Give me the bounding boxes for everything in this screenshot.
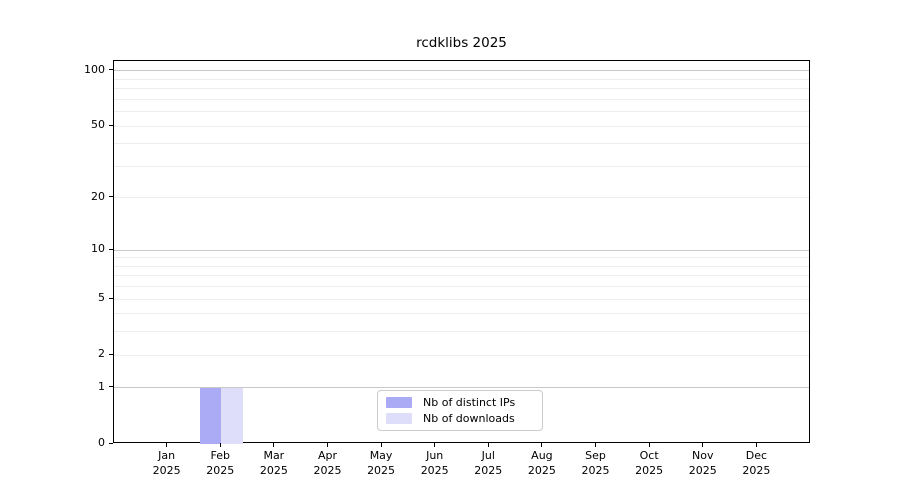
x-tick-oct-2025: [648, 443, 650, 447]
y-tick-20: [109, 196, 113, 198]
x-tick-feb-2025: [219, 443, 221, 447]
x-tick-may-2025: [380, 443, 382, 447]
y-tick-label-1: 1: [98, 379, 105, 393]
gridline-30: [114, 165, 809, 167]
x-tick-label-feb-2025: Feb 2025: [206, 449, 235, 477]
gridline-60: [114, 111, 809, 113]
legend-swatch-distinct-ips: [386, 397, 412, 408]
y-tick-label-2: 2: [98, 347, 105, 361]
gridline-3: [114, 331, 809, 333]
legend-swatch-downloads: [386, 413, 412, 424]
x-tick-label-apr-2025: Apr 2025: [313, 449, 342, 477]
gridline-40: [114, 143, 809, 145]
x-tick-sep-2025: [595, 443, 597, 447]
x-tick-label-mar-2025: Mar 2025: [259, 449, 288, 477]
x-tick-label-may-2025: May 2025: [367, 449, 396, 477]
legend-entry-downloads: Nb of downloads: [386, 412, 534, 425]
gridline-20: [114, 197, 809, 199]
bar-feb-2025-distinct-ips: [199, 387, 222, 444]
legend-label-distinct-ips: Nb of distinct IPs: [423, 396, 516, 409]
gridline-5: [114, 298, 809, 300]
x-tick-mar-2025: [273, 443, 275, 447]
gridline-70: [114, 98, 809, 100]
y-tick-5: [109, 297, 113, 299]
gridline-90: [114, 78, 809, 80]
y-tick-1: [109, 386, 113, 388]
y-tick-label-5: 5: [98, 291, 105, 305]
y-tick-label-10: 10: [91, 242, 105, 256]
y-tick-label-100: 100: [84, 62, 105, 76]
y-tick-label-20: 20: [91, 189, 105, 203]
chart-title: rcdklibs 2025: [416, 35, 507, 51]
gridline-9: [114, 257, 809, 259]
x-tick-jul-2025: [487, 443, 489, 447]
gridline-100: [114, 70, 809, 72]
x-tick-aug-2025: [541, 443, 543, 447]
y-tick-2: [109, 353, 113, 355]
x-tick-label-nov-2025: Nov 2025: [688, 449, 717, 477]
legend-entry-distinct-ips: Nb of distinct IPs: [386, 396, 534, 409]
x-tick-nov-2025: [702, 443, 704, 447]
plot-area: [113, 60, 810, 444]
gridline-6: [114, 286, 809, 288]
gridline-4: [114, 313, 809, 315]
x-tick-label-jun-2025: Jun 2025: [420, 449, 449, 477]
gridline-50: [114, 125, 809, 127]
x-tick-label-jul-2025: Jul 2025: [474, 449, 503, 477]
y-tick-label-50: 50: [91, 118, 105, 132]
gridline-80: [114, 88, 809, 90]
x-tick-label-jan-2025: Jan 2025: [152, 449, 181, 477]
y-tick-50: [109, 124, 113, 126]
y-tick-0: [109, 442, 113, 444]
gridline-10: [114, 249, 809, 251]
x-tick-label-dec-2025: Dec 2025: [742, 449, 771, 477]
bar-feb-2025-downloads: [221, 387, 243, 444]
x-tick-dec-2025: [755, 443, 757, 447]
legend: Nb of distinct IPs Nb of downloads: [377, 390, 543, 431]
y-tick-label-0: 0: [98, 436, 105, 449]
x-tick-jun-2025: [434, 443, 436, 447]
gridline-2: [114, 354, 809, 356]
y-tick-100: [109, 69, 113, 71]
x-tick-label-sep-2025: Sep 2025: [581, 449, 610, 477]
legend-label-downloads: Nb of downloads: [423, 412, 515, 425]
gridline-7: [114, 275, 809, 277]
x-tick-apr-2025: [326, 443, 328, 447]
gridline-1: [114, 387, 809, 389]
x-tick-jan-2025: [166, 443, 168, 447]
gridline-8: [114, 265, 809, 267]
y-tick-10: [109, 248, 113, 250]
x-tick-label-aug-2025: Aug 2025: [527, 449, 556, 477]
x-tick-label-oct-2025: Oct 2025: [635, 449, 664, 477]
